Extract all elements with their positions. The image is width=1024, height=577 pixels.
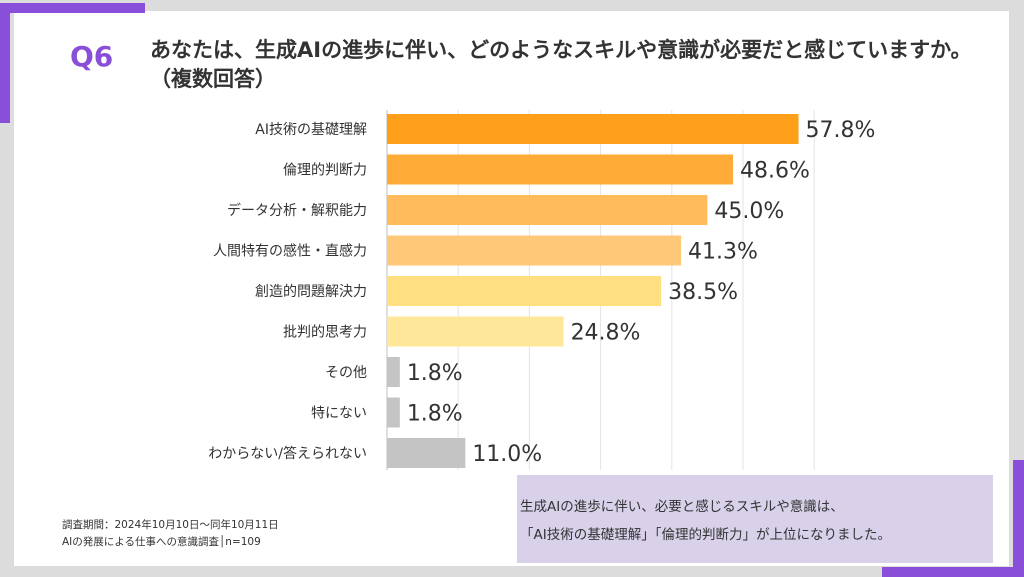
accent-bar-bottom (882, 567, 1024, 577)
value-label: 57.8% (806, 118, 876, 143)
bar (387, 235, 682, 266)
value-label: 1.8% (407, 361, 463, 386)
category-label: データ分析・解釈能力 (227, 202, 367, 219)
summary-line-1: 生成AIの進歩に伴い、必要と感じるスキルや意識は、 (520, 499, 844, 515)
chart-bars (387, 114, 799, 468)
category-label: その他 (325, 365, 367, 381)
bar (387, 154, 734, 185)
question-number: Q6 (70, 40, 114, 73)
accent-bar-top-left (0, 3, 10, 123)
survey-name: AIの発展による仕事への意識調査│n=109 (62, 536, 261, 548)
value-label: 45.0% (714, 199, 784, 224)
value-label: 1.8% (407, 402, 463, 427)
bar (387, 357, 400, 387)
summary-box: 生成AIの進歩に伴い、必要と感じるスキルや意識は、 「AI技術の基礎理解」「倫理… (517, 475, 993, 563)
category-label: 創造的問題解決力 (255, 284, 367, 300)
accent-bar-top (0, 3, 145, 13)
accent-bar-bottom-right (1013, 460, 1024, 577)
category-label: 倫理的判断力 (283, 163, 367, 179)
value-label: 41.3% (688, 240, 758, 265)
value-label: 11.0% (472, 442, 542, 467)
category-label: 人間特有の感性・直感力 (213, 243, 367, 260)
category-label: 特にない (311, 406, 367, 422)
summary-line-2: 「AI技術の基礎理解」「倫理的判断力」が上位になりました。 (520, 527, 891, 543)
bar (387, 195, 708, 225)
bar (387, 276, 662, 306)
category-label: AI技術の基礎理解 (255, 121, 367, 138)
bar (387, 438, 466, 468)
value-label: 38.5% (668, 280, 738, 305)
value-label: 24.8% (571, 321, 641, 346)
bar (387, 114, 799, 144)
chart-value-labels: 57.8% 48.6% 45.0% 41.3% 38.5% 24.8% 1.8% 1.8% 11… (407, 118, 876, 467)
value-label: 48.6% (740, 159, 810, 184)
category-label: わからない/答えられない (208, 445, 367, 462)
bar (387, 397, 400, 428)
survey-period: 調査期間：2024年10月10日～同年10月11日 (62, 519, 279, 531)
chart-category-labels: AI技術の基礎理解倫理的判断力データ分析・解釈能力人間特有の感性・直感力創造的問… (208, 121, 367, 462)
bar (387, 316, 564, 347)
category-label: 批判的思考力 (283, 325, 367, 341)
question-text: あなたは、生成AIの進歩に伴い、どのようなスキルや意識が必要だと感じていますか。… (150, 38, 972, 91)
